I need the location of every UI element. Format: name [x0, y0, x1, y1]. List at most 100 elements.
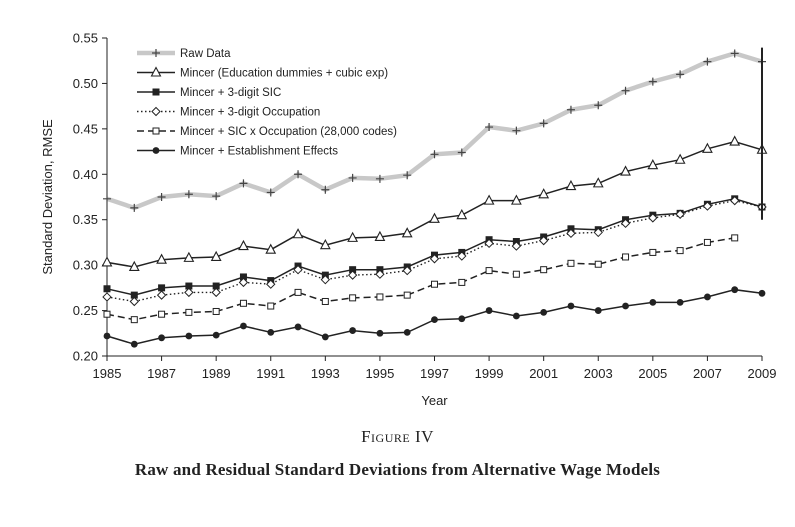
data-point	[402, 265, 412, 276]
data-point	[267, 302, 275, 310]
data-point	[157, 193, 166, 201]
data-point	[212, 307, 220, 315]
data-point	[347, 231, 359, 242]
data-point	[158, 284, 166, 292]
legend-item: Mincer + SIC x Occupation (28,000 codes)	[137, 126, 397, 138]
data-point	[294, 170, 303, 179]
data-point	[321, 297, 329, 305]
y-tick-label: 0.55	[73, 31, 98, 46]
data-point	[730, 49, 739, 58]
data-point	[212, 331, 220, 339]
y-tick-label: 0.50	[73, 76, 98, 91]
data-point	[103, 332, 111, 340]
series-line	[106, 140, 763, 268]
data-point	[538, 188, 550, 199]
data-point	[128, 260, 140, 272]
data-point	[512, 126, 521, 135]
x-tick-label: 2003	[584, 366, 613, 381]
data-point	[675, 209, 685, 219]
data-point	[101, 256, 113, 267]
data-point	[458, 315, 466, 323]
x-tick-label: 1995	[365, 366, 394, 381]
data-point	[729, 135, 741, 146]
x-tick-label: 1999	[475, 366, 504, 381]
data-point	[376, 293, 384, 301]
data-point	[158, 310, 166, 318]
data-point	[622, 253, 630, 261]
data-point	[620, 165, 631, 176]
data-point	[485, 307, 493, 314]
data-point	[676, 70, 685, 79]
series-diamond-dotted	[102, 195, 767, 307]
data-point	[130, 291, 138, 299]
data-point	[676, 247, 684, 255]
data-point	[731, 234, 739, 242]
data-point	[349, 327, 357, 334]
data-point	[239, 179, 248, 188]
data-point	[540, 308, 548, 316]
data-point	[319, 238, 331, 250]
data-point	[292, 228, 304, 239]
data-point	[674, 153, 686, 164]
data-point	[566, 228, 576, 239]
legend-label: Mincer + 3-digit Occupation	[180, 107, 320, 119]
data-point	[375, 269, 385, 279]
data-point	[456, 208, 468, 220]
data-point	[374, 230, 386, 242]
data-point	[403, 291, 411, 299]
series-dot	[103, 286, 766, 348]
data-point	[457, 148, 466, 157]
data-point	[185, 332, 193, 340]
data-point	[758, 289, 766, 297]
legend-item: Mincer + 3-digit Occupation	[137, 107, 320, 119]
data-point	[676, 298, 684, 306]
data-point	[321, 333, 329, 341]
data-point	[151, 106, 161, 117]
data-point	[647, 159, 659, 170]
data-point	[103, 194, 111, 203]
data-point	[483, 194, 495, 205]
data-point	[183, 251, 195, 262]
data-point	[457, 251, 467, 261]
data-point	[293, 264, 303, 275]
data-point	[212, 192, 221, 201]
data-point	[429, 212, 440, 223]
data-point	[156, 253, 167, 264]
data-point	[320, 274, 331, 285]
data-point	[703, 238, 711, 246]
x-tick-label: 2005	[638, 366, 667, 381]
data-point	[129, 296, 139, 307]
data-point	[594, 260, 602, 268]
data-point	[210, 250, 222, 262]
series-line	[106, 237, 735, 321]
data-point	[102, 292, 112, 302]
data-point	[540, 266, 548, 274]
data-point	[703, 57, 712, 66]
data-point	[592, 177, 604, 188]
data-point	[485, 123, 494, 132]
data-point	[512, 312, 520, 320]
data-point	[539, 119, 548, 128]
legend-label: Mincer + Establishment Effects	[180, 146, 338, 158]
data-point	[429, 254, 440, 264]
data-point	[702, 201, 713, 211]
data-point	[730, 195, 740, 206]
data-point	[431, 316, 438, 324]
data-point	[431, 280, 438, 288]
data-point	[239, 299, 247, 307]
data-point	[567, 259, 575, 267]
y-tick-label: 0.20	[73, 349, 98, 364]
x-tick-label: 1997	[420, 366, 449, 381]
x-tick-label: 1985	[93, 366, 122, 381]
series-raw	[103, 49, 766, 212]
data-point	[648, 213, 658, 223]
plot-area: 0.200.250.300.350.400.450.500.55 1985 198…	[73, 31, 777, 382]
y-tick-label: 0.25	[73, 303, 98, 318]
data-point	[649, 248, 657, 256]
legend-label: Mincer + SIC x Occupation (28,000 codes)	[180, 126, 397, 138]
y-axis: 0.20 0.25 0.30 0.35 0.40 0.45 0.50 0.55	[73, 31, 107, 364]
data-point	[152, 147, 160, 154]
data-point	[156, 290, 167, 300]
data-point	[566, 105, 575, 114]
x-axis: 1985 1987 1989 1991 1993 1995 1997 1999 2001 2003…	[93, 356, 776, 381]
